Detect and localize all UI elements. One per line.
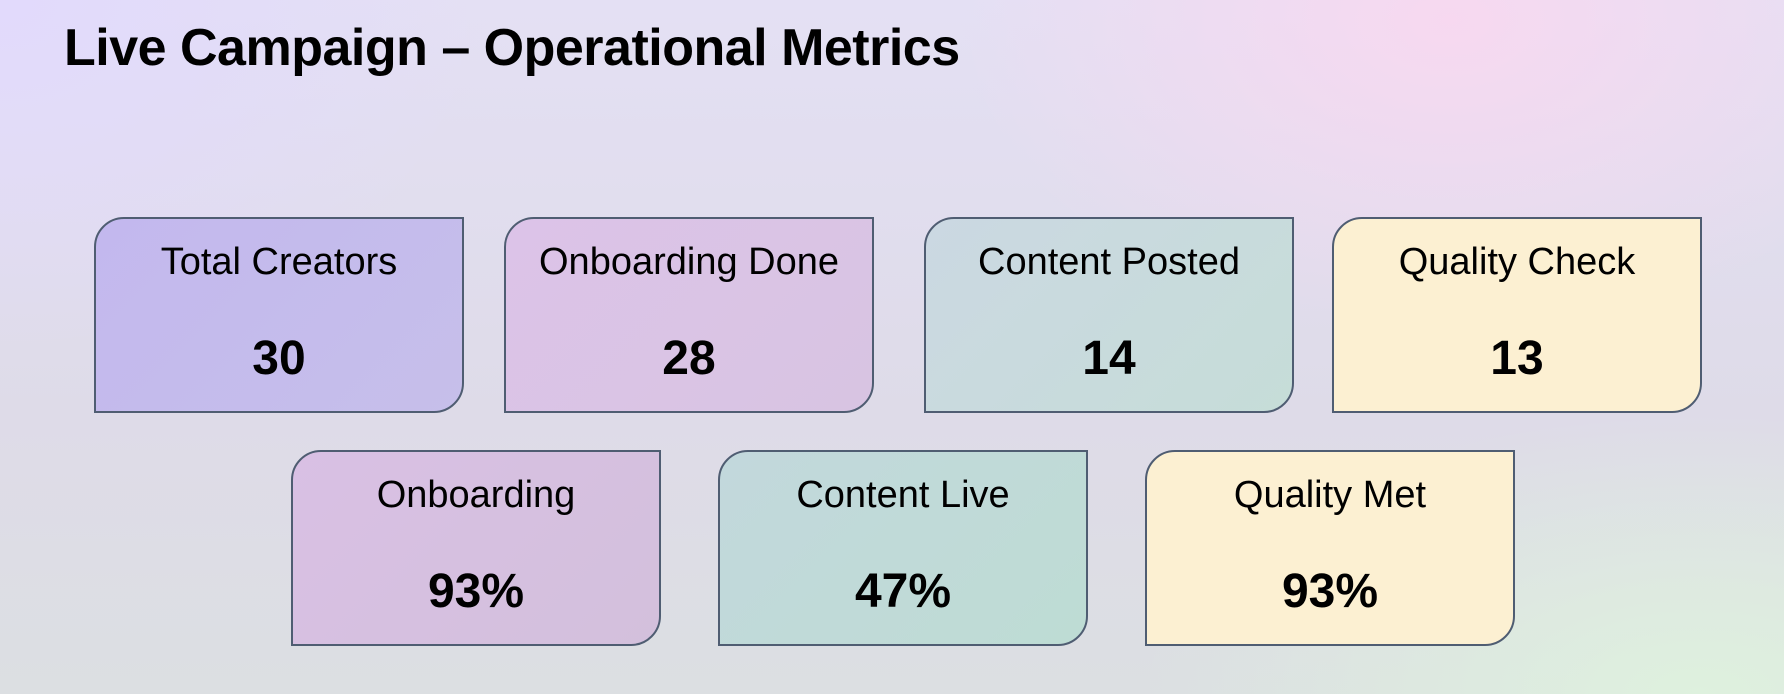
metric-label: Content Posted [978, 241, 1240, 283]
metric-label: Quality Met [1233, 474, 1427, 516]
metric-card-onboarding-rate: Onboarding 93% [291, 450, 661, 646]
metric-card-content-posted: Content Posted 14 [924, 217, 1294, 413]
metric-label: Onboarding Done [539, 241, 839, 283]
metric-value: 47% [854, 565, 952, 618]
metric-card-onboarding-done: Onboarding Done 28 [504, 217, 874, 413]
metric-value: 28 [662, 332, 716, 385]
metric-card-content-live-rate: Content Live 47% [718, 450, 1088, 646]
metric-card-total-creators: Total Creators 30 [94, 217, 464, 413]
metric-label: Content Live [796, 474, 1010, 516]
metric-value: 13 [1490, 332, 1544, 385]
page-title: Live Campaign – Operational Metrics [64, 19, 960, 77]
metric-label: Quality Check [1398, 241, 1636, 283]
metric-card-quality-check: Quality Check 13 [1332, 217, 1702, 413]
metric-value: 30 [252, 332, 306, 385]
metric-value: 14 [1082, 332, 1136, 385]
metric-value: 93% [1281, 565, 1379, 618]
metric-card-quality-met-rate: Quality Met 93% [1145, 450, 1515, 646]
metric-label: Total Creators [160, 241, 398, 283]
metric-label: Onboarding [376, 474, 576, 516]
metric-value: 93% [427, 565, 525, 618]
